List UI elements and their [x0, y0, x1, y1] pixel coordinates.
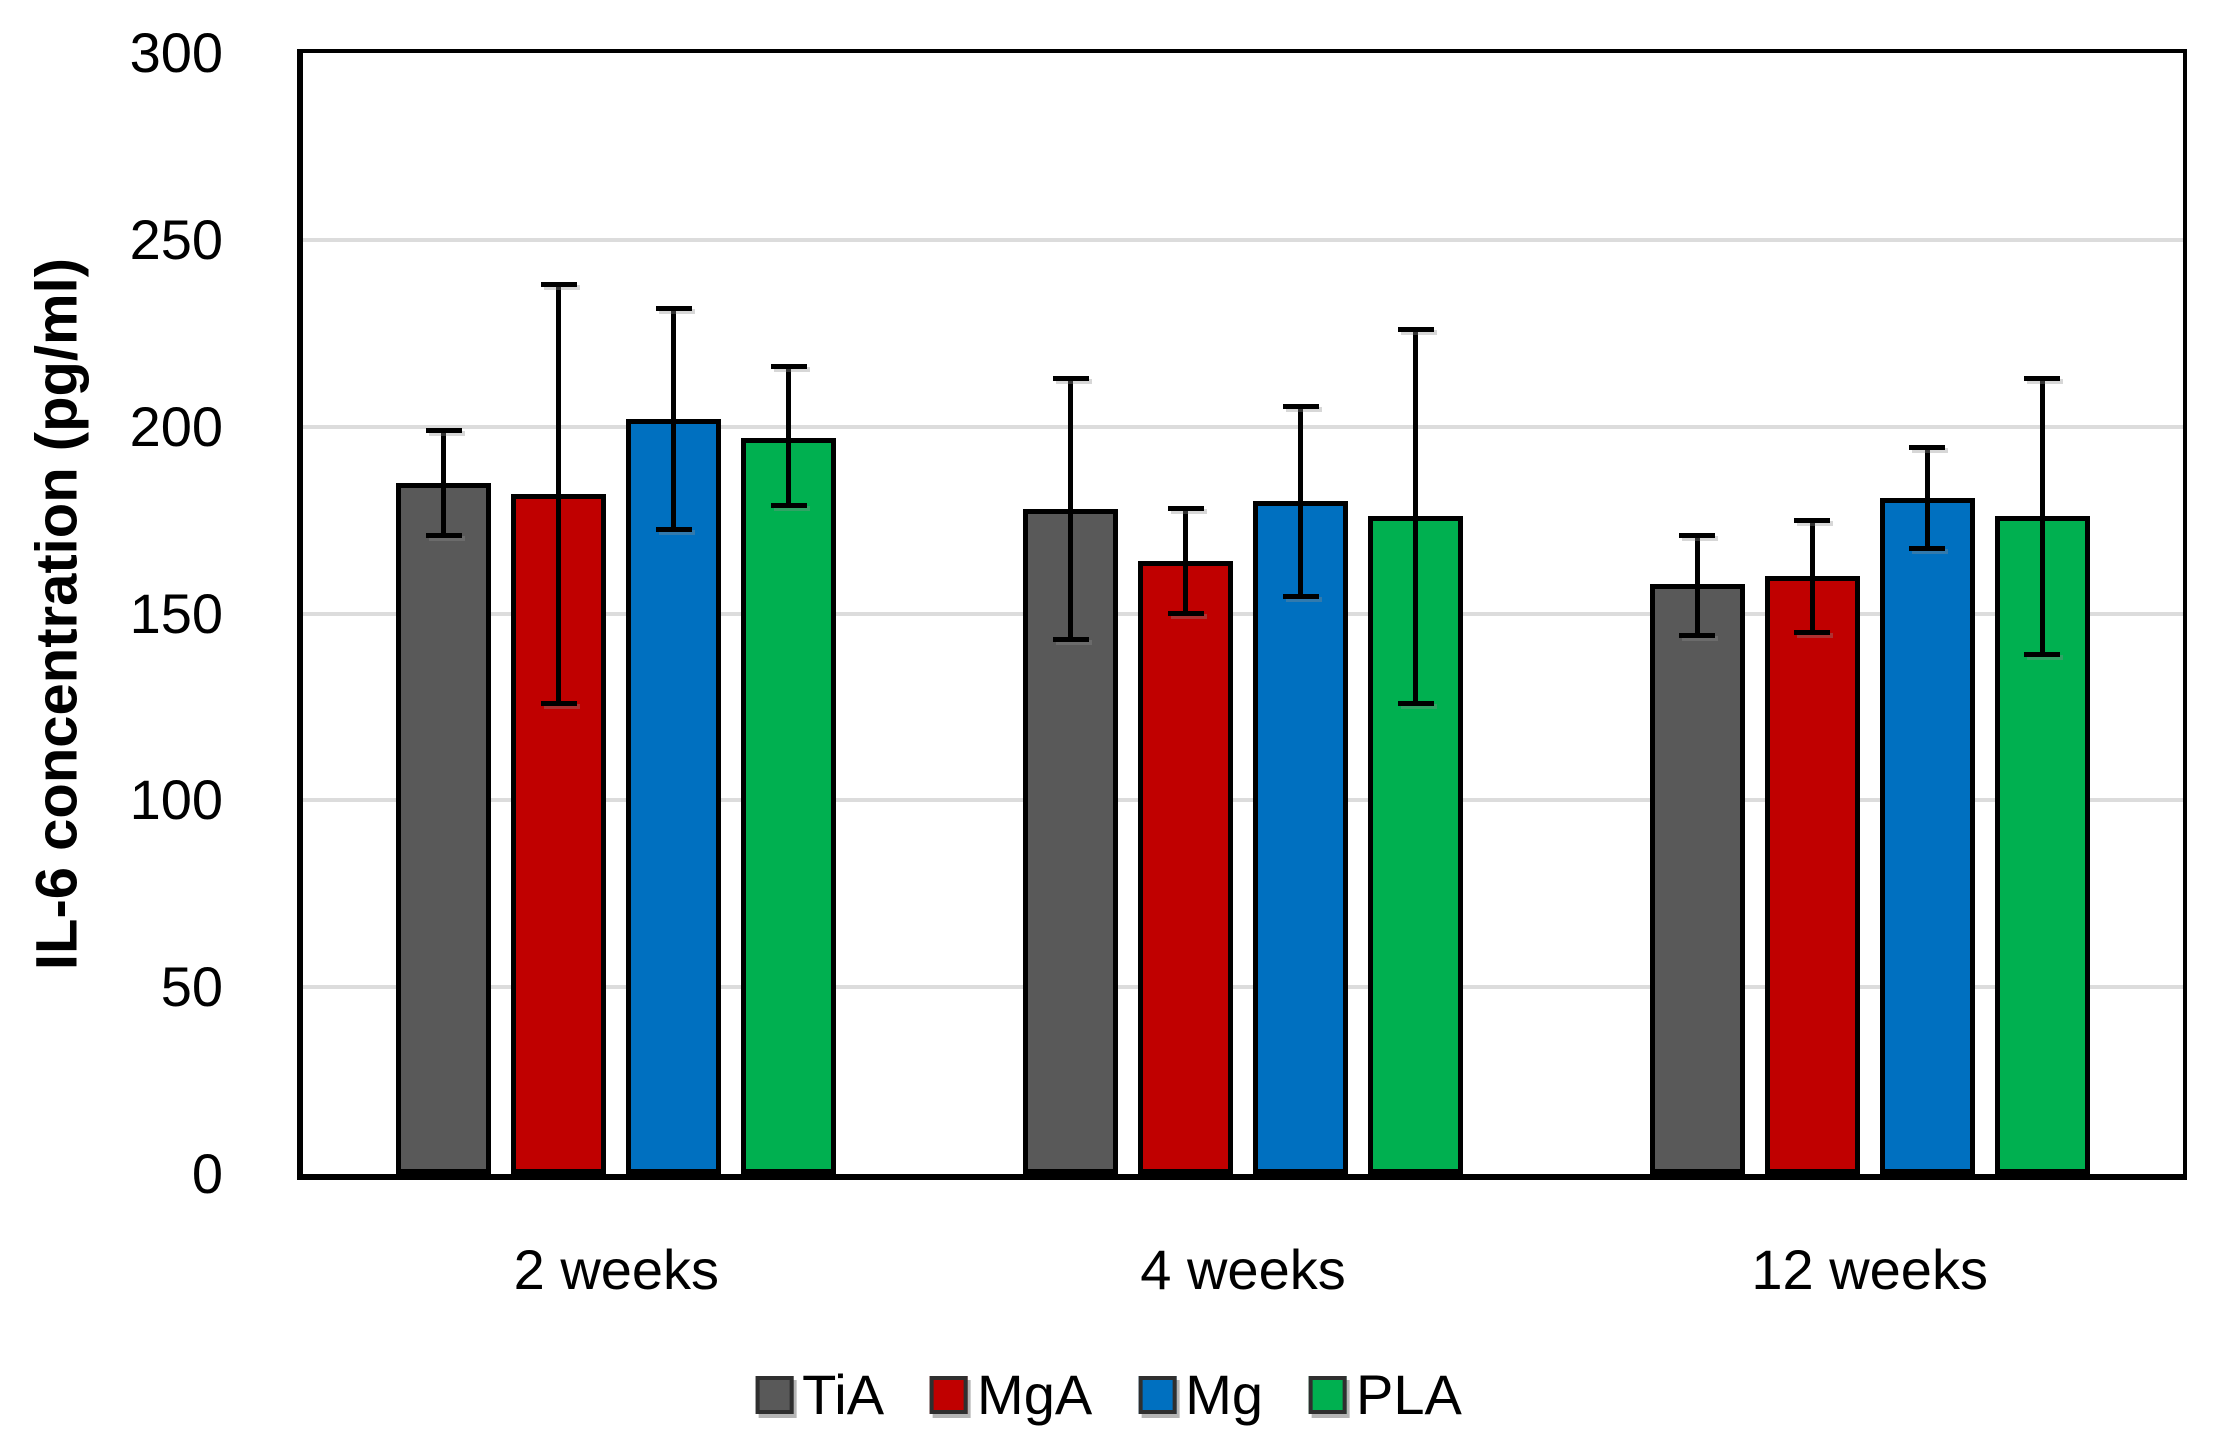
- error-cap-bottom-Mg-4-weeks: [1282, 594, 1319, 600]
- bar-Mg-4-weeks: [1253, 501, 1348, 1174]
- y-tick-label-100: 100: [129, 768, 223, 832]
- x-axis-label-12-weeks: 12 weeks: [1751, 1238, 1988, 1301]
- legend-swatch-MgA: [930, 1376, 969, 1414]
- error-cap-top-MgA-2-weeks: [540, 282, 577, 288]
- bar-MgA-12-weeks: [1764, 576, 1860, 1174]
- error-bar-TiA-2-weeks: [441, 430, 447, 536]
- error-cap-top-TiA-2-weeks: [425, 427, 462, 433]
- error-cap-bottom-Mg-2-weeks: [655, 526, 692, 532]
- error-bar-MgA-4-weeks: [1183, 508, 1188, 614]
- gridline-50: [303, 985, 2183, 990]
- error-cap-top-PLA-2-weeks: [770, 364, 807, 370]
- error-bar-Mg-2-weeks: [671, 308, 677, 530]
- error-cap-bottom-MgA-2-weeks: [540, 700, 577, 706]
- legend-item-MgA: MgA: [930, 1366, 1092, 1424]
- error-bar-PLA-12-weeks: [2039, 378, 2045, 655]
- bar-PLA-4-weeks: [1368, 516, 1463, 1174]
- plot-area: [297, 49, 2187, 1180]
- legend-swatch-TiA: [755, 1376, 794, 1414]
- gridline-100: [303, 798, 2183, 803]
- error-bar-Mg-4-weeks: [1298, 406, 1303, 597]
- error-cap-bottom-PLA-4-weeks: [1397, 700, 1434, 706]
- x-axis-label-2-weeks: 2 weeks: [513, 1238, 720, 1301]
- error-cap-bottom-TiA-12-weeks: [1679, 633, 1716, 639]
- error-cap-bottom-MgA-12-weeks: [1794, 629, 1831, 635]
- error-cap-bottom-TiA-4-weeks: [1052, 637, 1089, 643]
- bar-Mg-12-weeks: [1879, 497, 1975, 1174]
- gridline-200: [303, 424, 2183, 429]
- legend-label-MgA: MgA: [977, 1363, 1093, 1426]
- y-tick-label-200: 200: [129, 394, 223, 458]
- legend-swatch-Mg: [1138, 1376, 1177, 1414]
- bar-PLA-12-weeks: [1994, 516, 2090, 1174]
- error-bar-PLA-4-weeks: [1413, 329, 1418, 704]
- error-bar-PLA-2-weeks: [786, 366, 792, 506]
- error-cap-top-PLA-12-weeks: [2024, 375, 2061, 381]
- error-bar-MgA-12-weeks: [1809, 520, 1815, 633]
- bar-TiA-2-weeks: [396, 482, 492, 1174]
- error-cap-top-Mg-4-weeks: [1282, 403, 1319, 409]
- error-cap-bottom-PLA-2-weeks: [770, 502, 807, 508]
- gridline-150: [303, 611, 2183, 616]
- gridline-250: [303, 237, 2183, 242]
- x-axis-label-4-weeks: 4 weeks: [1140, 1238, 1346, 1301]
- legend-item-TiA: TiA: [755, 1366, 884, 1424]
- error-cap-bottom-TiA-2-weeks: [425, 532, 462, 538]
- error-cap-bottom-Mg-12-weeks: [1909, 545, 1946, 551]
- error-cap-bottom-MgA-4-weeks: [1167, 611, 1204, 616]
- error-bar-TiA-4-weeks: [1068, 378, 1073, 640]
- legend-label-PLA: PLA: [1356, 1363, 1462, 1426]
- y-tick-label-300: 300: [129, 21, 223, 84]
- legend-item-Mg: Mg: [1138, 1366, 1263, 1424]
- bar-MgA-4-weeks: [1138, 561, 1233, 1174]
- error-cap-top-PLA-4-weeks: [1397, 327, 1434, 333]
- bar-TiA-12-weeks: [1649, 583, 1745, 1174]
- legend-label-TiA: TiA: [802, 1363, 885, 1426]
- error-cap-top-TiA-12-weeks: [1679, 532, 1716, 538]
- error-bar-Mg-12-weeks: [1924, 447, 1930, 549]
- y-tick-label-50: 50: [160, 955, 223, 1019]
- error-cap-top-Mg-12-weeks: [1909, 444, 1946, 450]
- error-cap-top-MgA-12-weeks: [1794, 517, 1831, 523]
- error-bar-TiA-12-weeks: [1694, 535, 1700, 636]
- legend-label-Mg: Mg: [1185, 1363, 1264, 1426]
- bar-Mg-2-weeks: [626, 419, 722, 1174]
- bar-PLA-2-weeks: [741, 437, 837, 1174]
- legend: TiA MgA Mg PLA: [755, 1366, 1462, 1424]
- error-bar-MgA-2-weeks: [556, 284, 562, 704]
- error-cap-top-TiA-4-weeks: [1052, 375, 1089, 381]
- y-tick-label-250: 250: [129, 207, 223, 271]
- error-cap-bottom-PLA-12-weeks: [2024, 652, 2061, 658]
- error-cap-top-Mg-2-weeks: [655, 306, 692, 312]
- error-cap-top-MgA-4-weeks: [1167, 506, 1204, 512]
- y-tick-label-150: 150: [129, 581, 223, 645]
- y-tick-label-0: 0: [191, 1142, 223, 1205]
- legend-item-PLA: PLA: [1309, 1366, 1462, 1424]
- legend-swatch-PLA: [1309, 1376, 1348, 1414]
